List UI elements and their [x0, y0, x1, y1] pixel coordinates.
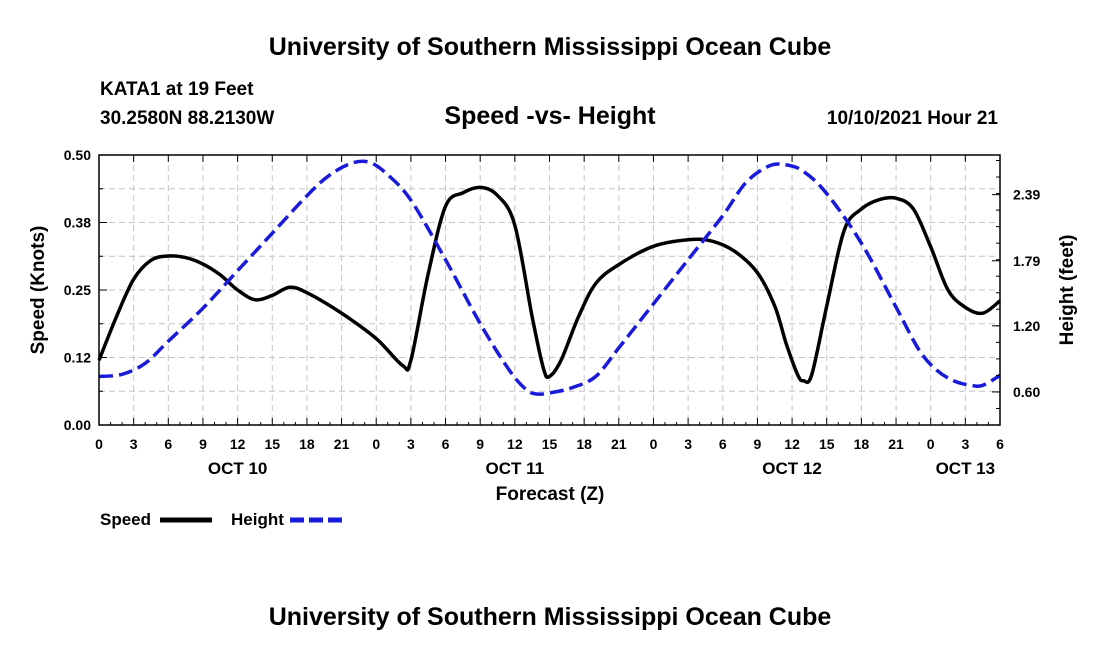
y-right-tick-label: 0.60	[1013, 384, 1040, 400]
coords-label: 30.2580N 88.2130W	[100, 108, 274, 129]
y-axis-right-title: Height (feet)	[1057, 235, 1078, 346]
x-tick-label: 12	[507, 436, 523, 452]
y-left-tick-label: 0.50	[64, 147, 91, 163]
x-tick-label: 3	[684, 436, 692, 452]
x-tick-label: 18	[576, 436, 592, 452]
x-tick-label: 9	[476, 436, 484, 452]
x-tick-label: 6	[996, 436, 1004, 452]
y-left-tick-label: 0.25	[64, 282, 91, 298]
y-right-tick-label: 2.39	[1013, 187, 1040, 203]
x-tick-label: 15	[264, 436, 280, 452]
x-tick-label: 21	[888, 436, 904, 452]
top-title: University of Southern Mississippi Ocean…	[269, 33, 832, 61]
date-label: OCT 11	[486, 459, 545, 478]
y-right-tick-label: 1.79	[1013, 253, 1040, 269]
x-tick-label: 21	[334, 436, 350, 452]
chart-title: Speed -vs- Height	[444, 102, 656, 130]
bottom-title: University of Southern Mississippi Ocean…	[269, 603, 832, 631]
x-tick-label: 12	[784, 436, 800, 452]
y-left-tick-label: 0.00	[64, 417, 91, 433]
x-tick-label: 0	[372, 436, 380, 452]
legend: Speed Height	[100, 510, 342, 529]
x-tick-label: 9	[754, 436, 762, 452]
legend-label-height: Height	[231, 510, 284, 529]
station-label: KATA1 at 19 Feet	[100, 79, 254, 100]
y-left-tick-label: 0.12	[64, 350, 91, 366]
grid	[99, 155, 1000, 425]
date-label: OCT 12	[762, 459, 822, 478]
x-tick-label: 3	[130, 436, 138, 452]
y-axis-left-title: Speed (Knots)	[28, 226, 49, 355]
x-tick-label: 0	[95, 436, 103, 452]
y-right-tick-label: 1.20	[1013, 318, 1040, 334]
date-label: OCT 13	[936, 459, 996, 478]
x-tick-label: 18	[854, 436, 870, 452]
x-tick-label: 3	[961, 436, 969, 452]
legend-label-speed: Speed	[100, 510, 151, 529]
y-left-tick-label: 0.38	[64, 215, 91, 231]
x-tick-label: 3	[407, 436, 415, 452]
x-tick-label: 6	[164, 436, 172, 452]
x-tick-label: 6	[442, 436, 450, 452]
x-tick-label: 15	[542, 436, 558, 452]
x-axis-title: Forecast (Z)	[496, 484, 605, 505]
x-tick-label: 9	[199, 436, 207, 452]
x-tick-label: 18	[299, 436, 315, 452]
x-tick-label: 6	[719, 436, 727, 452]
date-label: OCT 10	[208, 459, 268, 478]
x-tick-label: 0	[927, 436, 935, 452]
x-tick-label: 21	[611, 436, 627, 452]
date-label: 10/10/2021 Hour 21	[827, 108, 999, 129]
chart-figure: University of Southern Mississippi Ocean…	[0, 0, 1100, 650]
x-tick-label: 15	[819, 436, 835, 452]
x-tick-label: 0	[650, 436, 658, 452]
x-tick-label: 12	[230, 436, 246, 452]
